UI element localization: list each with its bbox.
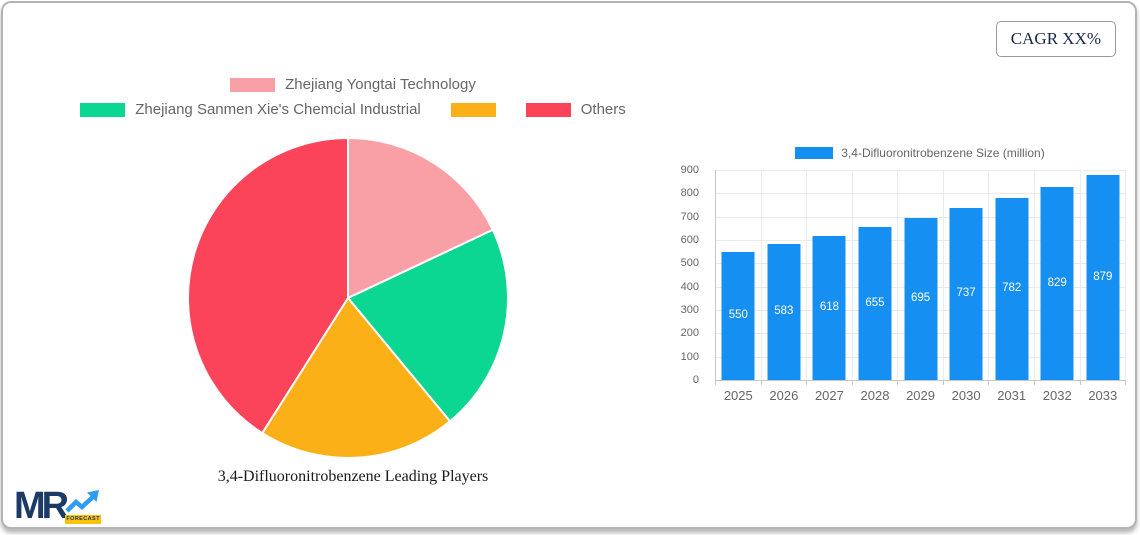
bar-2025[interactable]: 550 bbox=[721, 252, 755, 380]
x-tick-mark bbox=[1125, 380, 1127, 385]
x-tick-label: 2029 bbox=[906, 388, 935, 403]
bar-cell-2032: 829 2032 bbox=[1035, 170, 1081, 403]
x-tick-label: 2031 bbox=[997, 388, 1027, 403]
bar-value-label: 618 bbox=[819, 301, 839, 313]
bar-value-label: 829 bbox=[1047, 276, 1067, 289]
bar-2026[interactable]: 583 bbox=[767, 244, 801, 380]
y-tick-label: 500 bbox=[680, 257, 699, 270]
gridline bbox=[716, 216, 1126, 218]
bar-legend-label: 3,4-Difluoronitrobenzene Size (million) bbox=[841, 146, 1045, 160]
bar-value-label: 737 bbox=[956, 287, 976, 299]
y-tick-label: 200 bbox=[680, 327, 699, 340]
bar-cell-2025: 550 2025 bbox=[715, 170, 762, 403]
bar-value-label: 695 bbox=[910, 292, 931, 304]
bar-legend-swatch bbox=[795, 147, 834, 159]
x-tick-label: 2026 bbox=[769, 388, 799, 403]
trend-arrow-icon bbox=[65, 490, 100, 513]
x-tick-label: 2028 bbox=[860, 388, 890, 403]
legend-swatch bbox=[450, 102, 496, 117]
bar-cell-2030: 737 2030 bbox=[944, 170, 990, 403]
x-tick-mark bbox=[1079, 380, 1081, 385]
pie-chart bbox=[187, 136, 509, 459]
y-tick-label: 900 bbox=[680, 164, 699, 176]
bar-cell-2027: 618 2027 bbox=[807, 170, 853, 403]
legend-swatch bbox=[230, 77, 276, 92]
pie-slice-2[interactable] bbox=[260, 296, 452, 459]
bar-cell-2031: 782 2031 bbox=[989, 170, 1035, 403]
y-tick-label: 700 bbox=[680, 210, 699, 223]
pie-caption: 3,4-Difluoronitrobenzene Leading Players bbox=[217, 468, 489, 485]
pie-legend-item-2[interactable] bbox=[450, 102, 496, 117]
legend-label: Others bbox=[580, 101, 626, 118]
bar-cell-2028: 655 2028 bbox=[853, 170, 899, 403]
pie-legend-item-0[interactable]: Zhejiang Yongtai Technology bbox=[230, 76, 476, 93]
bar-value-label: 782 bbox=[1002, 282, 1022, 294]
bar-2030[interactable]: 737 bbox=[949, 208, 983, 380]
y-tick-label: 800 bbox=[680, 187, 699, 200]
logo-text: MR bbox=[14, 485, 69, 527]
bar-2031[interactable]: 782 bbox=[995, 198, 1029, 380]
x-tick-label: 2025 bbox=[723, 388, 753, 403]
x-tick-mark bbox=[806, 380, 808, 385]
bar-y-axis: 0 100 200 300 400 500 600 700 800 900 bbox=[643, 164, 707, 386]
pie-legend: Zhejiang Yongtai Technology Zhejiang Sanm… bbox=[3, 76, 703, 118]
cagr-badge: CAGR XX% bbox=[995, 21, 1116, 57]
x-tick-label: 2033 bbox=[1088, 388, 1118, 403]
y-tick-label: 300 bbox=[680, 304, 699, 316]
x-tick-mark bbox=[897, 380, 899, 385]
mr-forecast-logo: MR FORECAST bbox=[14, 485, 102, 527]
logo-forecast-label: FORECAST bbox=[65, 515, 102, 524]
pie-slice-1[interactable] bbox=[346, 228, 509, 423]
y-tick-label: 400 bbox=[680, 280, 699, 293]
y-tick-label: 600 bbox=[680, 234, 699, 246]
legend-swatch bbox=[525, 102, 571, 117]
legend-label: Zhejiang Sanmen Xie's Chemcial Industria… bbox=[135, 101, 421, 118]
pie-legend-item-3[interactable]: Others bbox=[525, 101, 626, 118]
x-tick-mark bbox=[851, 380, 853, 385]
pie-legend-row: Zhejiang Yongtai Technology bbox=[230, 76, 476, 93]
bar-2029[interactable]: 695 bbox=[904, 218, 938, 380]
x-tick-label: 2030 bbox=[951, 388, 981, 403]
bar-cell-2029: 695 2029 bbox=[898, 170, 944, 403]
bar-2032[interactable]: 829 bbox=[1040, 187, 1074, 380]
x-tick-mark bbox=[988, 380, 990, 385]
bar-2033[interactable]: 879 bbox=[1086, 175, 1120, 380]
pie-legend-item-1[interactable]: Zhejiang Sanmen Xie's Chemcial Industria… bbox=[80, 101, 421, 118]
x-tick-mark bbox=[942, 380, 944, 385]
x-tick-label: 2027 bbox=[814, 388, 844, 403]
pie-slice-0[interactable] bbox=[347, 136, 495, 300]
bar-legend-item[interactable]: 3,4-Difluoronitrobenzene Size (million) bbox=[715, 146, 1125, 160]
bar-value-label: 550 bbox=[728, 309, 748, 321]
gridline bbox=[716, 170, 1126, 171]
gridline bbox=[716, 193, 1126, 195]
bar-value-label: 655 bbox=[865, 296, 885, 309]
legend-swatch bbox=[80, 102, 126, 117]
bar-2027[interactable]: 618 bbox=[812, 236, 846, 380]
y-tick-label: 0 bbox=[692, 374, 699, 386]
bar-value-label: 583 bbox=[774, 305, 794, 317]
x-tick-mark bbox=[1033, 380, 1035, 385]
legend-label: Zhejiang Yongtai Technology bbox=[285, 76, 476, 93]
bar-cell-2033: 879 2033 bbox=[1081, 170, 1127, 403]
bar-value-label: 879 bbox=[1093, 270, 1113, 283]
pie-slice-3[interactable] bbox=[187, 136, 349, 435]
bar-cell-2026: 583 2026 bbox=[762, 170, 808, 403]
y-tick-label: 100 bbox=[680, 350, 699, 363]
bar-2028[interactable]: 655 bbox=[858, 227, 892, 380]
pie-legend-row: Zhejiang Sanmen Xie's Chemcial Industria… bbox=[80, 101, 626, 118]
bar-plot-area: 550 2025 583 2026 618 2027 655 2028 695 2029 737 20… bbox=[715, 170, 1127, 403]
x-tick-mark bbox=[715, 380, 716, 385]
x-tick-mark bbox=[760, 380, 762, 385]
x-tick-label: 2032 bbox=[1042, 388, 1072, 403]
